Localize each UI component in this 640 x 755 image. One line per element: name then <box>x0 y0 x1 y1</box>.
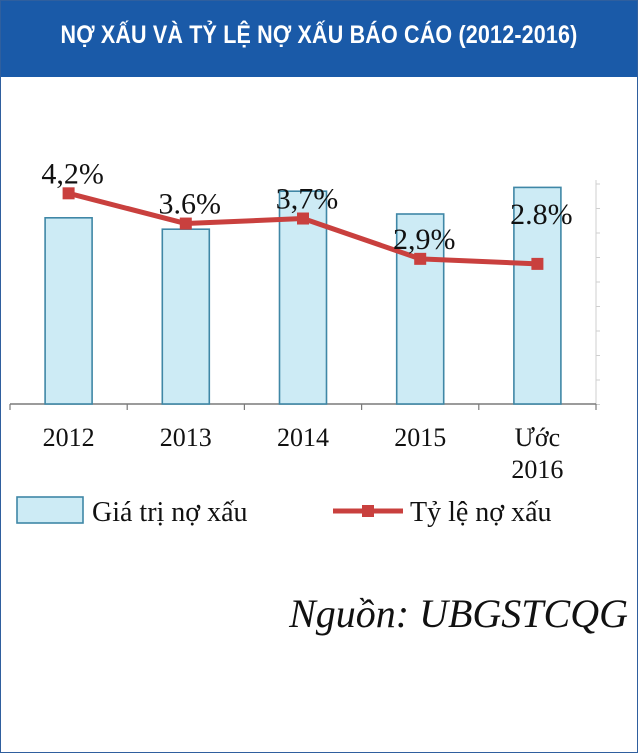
bar-ước-2016 <box>513 186 562 405</box>
ratio-marker-1 <box>179 217 192 230</box>
ratio-data-label: 3.6% <box>159 188 222 221</box>
ratio-data-label: 2.8% <box>510 198 573 231</box>
source-note: Nguồn: UBGSTCQG <box>289 591 628 636</box>
bar-2012 <box>44 217 93 405</box>
ratio-marker-0 <box>62 187 75 200</box>
ratio-data-label: 4,2% <box>41 157 104 190</box>
legend-bar-swatch <box>16 496 84 524</box>
ratio-data-label: 2,9% <box>393 223 456 256</box>
ratio-marker-4 <box>531 257 544 270</box>
bar-2014 <box>278 190 328 405</box>
x-tick-label: 2015 <box>394 423 446 452</box>
x-tick-label: Ước 2016 <box>511 423 563 484</box>
legend-bar-label: Giá trị nợ xấu <box>92 497 248 528</box>
title-banner: NỢ XẤU VÀ TỶ LỆ NỢ XẤU BÁO CÁO (2012-201… <box>1 1 637 77</box>
ratio-marker-3 <box>414 252 427 265</box>
x-tick-label: 2013 <box>160 423 212 452</box>
legend-line-label: Tỷ lệ nợ xấu <box>410 497 552 528</box>
bar-2015 <box>395 213 445 405</box>
ratio-data-label: 3,7% <box>276 183 339 216</box>
x-tick-label: 2012 <box>43 423 95 452</box>
ratio-marker-2 <box>297 212 309 225</box>
legend-line-marker <box>362 505 374 517</box>
x-tick-label: 2014 <box>277 423 329 452</box>
bar-2013 <box>161 228 211 405</box>
chart-title: NỢ XẤU VÀ TỶ LỆ NỢ XẤU BÁO CÁO (2012-201… <box>60 21 578 49</box>
